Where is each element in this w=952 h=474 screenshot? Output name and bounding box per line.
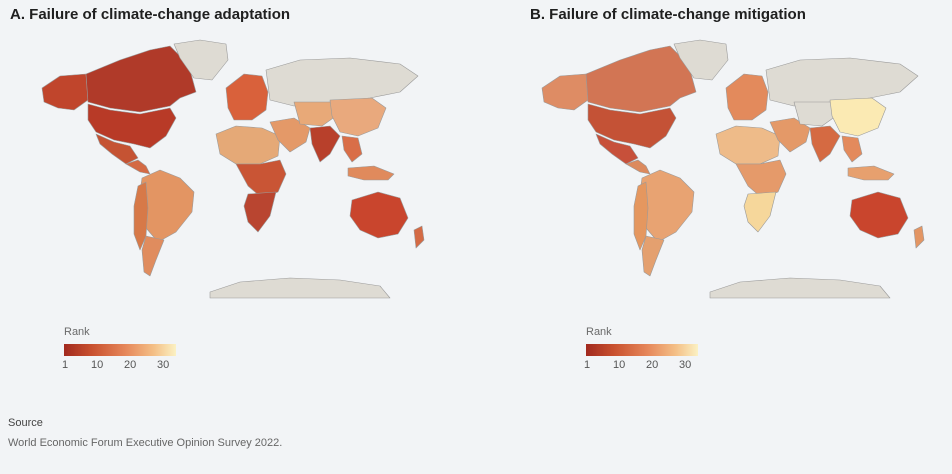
region-middle-east — [269, 117, 311, 153]
legend: Rank 1 10 20 30 — [62, 326, 184, 373]
region-canada — [585, 45, 697, 113]
region-new-zealand — [913, 225, 925, 249]
region-argentina — [141, 235, 165, 277]
source-note: Source World Economic Forum Executive Op… — [8, 417, 282, 449]
legend-tick: 10 — [613, 359, 626, 371]
region-australia — [349, 191, 409, 239]
region-north-africa — [215, 125, 281, 165]
region-australia — [849, 191, 909, 239]
source-title: Source — [8, 417, 43, 429]
panel-mitigation: B. Failure of climate-change mitigation — [476, 0, 952, 400]
region-russia — [765, 57, 919, 107]
region-china — [829, 97, 887, 137]
region-europe — [225, 73, 269, 121]
region-greenland — [173, 39, 229, 81]
region-india — [809, 125, 841, 163]
legend-tick: 1 — [62, 359, 69, 371]
region-china — [329, 97, 387, 137]
region-central-africa — [235, 159, 287, 199]
legend-tick: 20 — [124, 359, 137, 371]
world-map — [541, 39, 925, 299]
region-india — [309, 125, 341, 163]
region-canada — [85, 45, 197, 113]
region-usa — [587, 103, 677, 149]
legend-tick: 1 — [584, 359, 591, 371]
region-middle-east — [769, 117, 811, 153]
panel-title: A. Failure of climate-change adaptation — [10, 6, 291, 23]
panel-title: B. Failure of climate-change mitigation — [530, 6, 806, 23]
region-europe — [725, 73, 769, 121]
region-alaska — [541, 73, 589, 111]
legend-tick: 30 — [679, 359, 692, 371]
legend: Rank 1 10 20 30 — [584, 326, 706, 373]
region-central-america — [625, 159, 651, 175]
region-antarctica — [709, 277, 891, 299]
region-mexico — [595, 133, 639, 165]
region-argentina — [641, 235, 665, 277]
region-new-zealand — [413, 225, 425, 249]
region-andes — [633, 181, 649, 251]
region-central-africa — [735, 159, 787, 199]
region-se-asia — [341, 135, 363, 163]
legend-color-scale — [586, 344, 698, 356]
legend-tick: 30 — [157, 359, 170, 371]
region-north-africa — [715, 125, 781, 165]
region-mexico — [95, 133, 139, 165]
region-central-asia — [293, 101, 337, 127]
legend-color-scale — [64, 344, 176, 356]
legend-title: Rank — [64, 326, 90, 338]
region-indonesia — [847, 165, 895, 181]
region-southern-africa — [743, 191, 777, 233]
world-map — [41, 39, 425, 299]
region-antarctica — [209, 277, 391, 299]
region-indonesia — [347, 165, 395, 181]
legend-tick: 20 — [646, 359, 659, 371]
region-se-asia — [841, 135, 863, 163]
region-alaska — [41, 73, 89, 111]
legend-tick: 10 — [91, 359, 104, 371]
region-central-asia — [793, 101, 837, 127]
region-greenland — [673, 39, 729, 81]
source-text: World Economic Forum Executive Opinion S… — [8, 437, 283, 449]
region-russia — [265, 57, 419, 107]
region-central-america — [125, 159, 151, 175]
region-southern-africa — [243, 191, 277, 233]
panel-adaptation: A. Failure of climate-change adaptation — [0, 0, 476, 400]
region-usa — [87, 103, 177, 149]
legend-title: Rank — [586, 326, 612, 338]
region-andes — [133, 181, 149, 251]
